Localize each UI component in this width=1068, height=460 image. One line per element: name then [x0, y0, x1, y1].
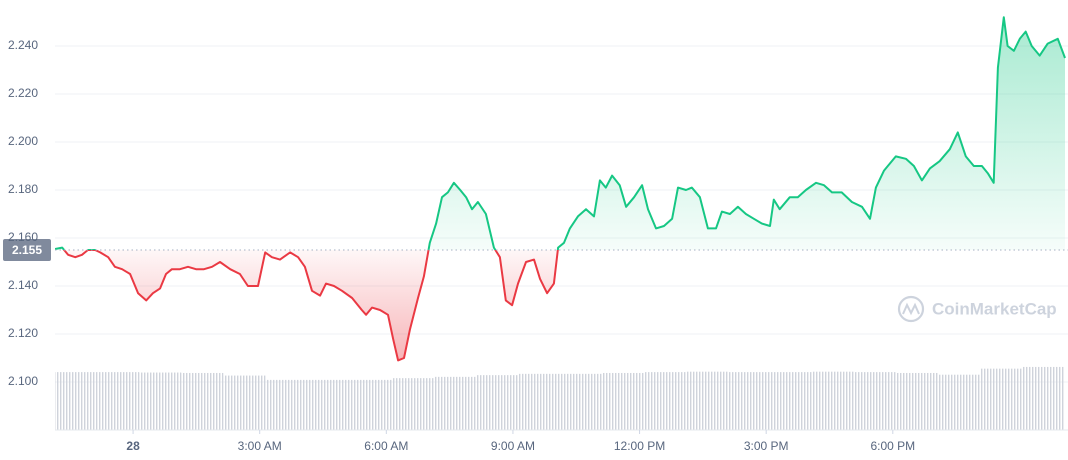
- volume-bar: [1022, 366, 1065, 430]
- y-tick-label: 2.220: [8, 86, 38, 100]
- x-tick-label: 3:00 AM: [238, 439, 282, 453]
- y-tick-label: 2.120: [8, 326, 38, 340]
- volume-bar: [97, 372, 140, 430]
- volume-bar: [55, 372, 98, 430]
- volume-bar: [560, 373, 603, 430]
- volume-bar: [770, 372, 813, 430]
- volume-bar: [812, 371, 855, 430]
- volume-bar: [602, 372, 645, 430]
- reference-label-box: [3, 239, 51, 261]
- volume-bar: [475, 375, 518, 430]
- volume-bar: [644, 372, 687, 430]
- volume-bar: [307, 379, 350, 430]
- plot: [55, 16, 1066, 362]
- axes: 2.100 2.120 2.140 2.160 2.180 2.200 2.220 2.240…: [8, 38, 1068, 453]
- volume-bar: [938, 374, 981, 430]
- volume-bar: [686, 371, 729, 430]
- y-tick-label: 2.160: [8, 230, 38, 244]
- watermark-logo-mark: [902, 302, 920, 316]
- volume-bar: [265, 379, 308, 430]
- volume-bar: [139, 372, 182, 430]
- grid: [55, 45, 1068, 383]
- reference: 2.155: [3, 239, 1068, 261]
- reference-label: 2.155: [12, 243, 42, 257]
- volume-bar: [980, 368, 1023, 430]
- y-tick-label: 2.200: [8, 134, 38, 148]
- y-tick-label: 2.100: [8, 374, 38, 388]
- watermark-logo: [897, 295, 925, 323]
- volume-bar: [181, 372, 224, 430]
- volume-bar: [223, 375, 266, 430]
- volume-bar: [517, 373, 560, 430]
- volume-bars: [55, 366, 1065, 430]
- volume-bar: [728, 372, 771, 430]
- y-tick-label: 2.240: [8, 38, 38, 52]
- x-tick-label: 6:00 PM: [870, 439, 915, 453]
- x-tick-label: 9:00 AM: [491, 439, 535, 453]
- price-line: [55, 16, 1066, 362]
- x-tick-label: 12:00 PM: [614, 439, 665, 453]
- volume-bar: [433, 376, 476, 430]
- volume-bar: [896, 372, 939, 430]
- volume-bar: [349, 379, 392, 430]
- x-tick-label: 6:00 AM: [364, 439, 408, 453]
- y-tick-label: 2.180: [8, 182, 38, 196]
- x-tick-label: 3:00 PM: [744, 439, 789, 453]
- watermark: CoinMarketCap: [897, 295, 1057, 323]
- watermark-text: CoinMarketCap: [932, 299, 1057, 318]
- volume-bar: [854, 372, 897, 430]
- x-tick-label: 28: [126, 439, 140, 453]
- volume-bar: [391, 378, 434, 430]
- y-tick-label: 2.140: [8, 278, 38, 292]
